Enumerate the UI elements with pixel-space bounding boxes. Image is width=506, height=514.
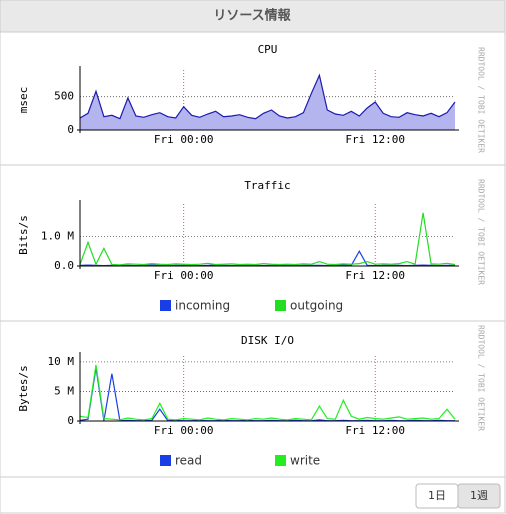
legend-swatch — [275, 455, 286, 466]
y-tick-label: 0.0 — [54, 259, 74, 272]
range-button-label[interactable]: 1日 — [428, 489, 446, 502]
line — [79, 212, 456, 266]
y-tick-label: 0 — [67, 414, 74, 427]
range-button-label[interactable]: 1週 — [470, 489, 488, 502]
line — [79, 73, 456, 120]
x-tick-label: Fri 00:00 — [154, 424, 214, 437]
watermark: RRDTOOL / TOBI OETIKER — [477, 179, 486, 285]
chart-title: DISK I/O — [241, 334, 294, 347]
legend-label: incoming — [175, 299, 230, 313]
y-tick-label: 1.0 M — [41, 229, 74, 242]
y-axis-label: Bytes/s — [17, 365, 30, 411]
chart-title: Traffic — [244, 179, 290, 192]
x-tick-label: Fri 12:00 — [345, 269, 405, 282]
watermark: RRDTOOL / TOBI OETIKER — [477, 47, 486, 153]
watermark: RRDTOOL / TOBI OETIKER — [477, 325, 486, 431]
range-button[interactable] — [457, 483, 501, 509]
y-tick-label: 10 M — [48, 355, 75, 368]
y-tick-label: 0 — [67, 123, 74, 136]
legend-label: write — [290, 454, 320, 468]
x-tick-label: Fri 00:00 — [154, 133, 214, 146]
x-tick-label: Fri 12:00 — [345, 133, 405, 146]
legend-swatch — [160, 455, 171, 466]
legend-label: outgoing — [290, 299, 343, 313]
y-axis-label: msec — [17, 87, 30, 114]
area — [80, 75, 455, 130]
legend-label: read — [175, 454, 202, 468]
x-tick-label: Fri 00:00 — [154, 269, 214, 282]
header-bar — [0, 0, 506, 33]
legend-swatch — [275, 300, 286, 311]
chart-title: CPU — [258, 43, 278, 56]
line — [79, 364, 456, 421]
y-axis-label: Bits/s — [17, 215, 30, 255]
y-tick-label: 500 — [54, 90, 74, 103]
y-tick-label: 5 M — [54, 384, 74, 397]
legend-swatch — [160, 300, 171, 311]
header-title: リソース情報 — [213, 8, 291, 24]
x-tick-label: Fri 12:00 — [345, 424, 405, 437]
